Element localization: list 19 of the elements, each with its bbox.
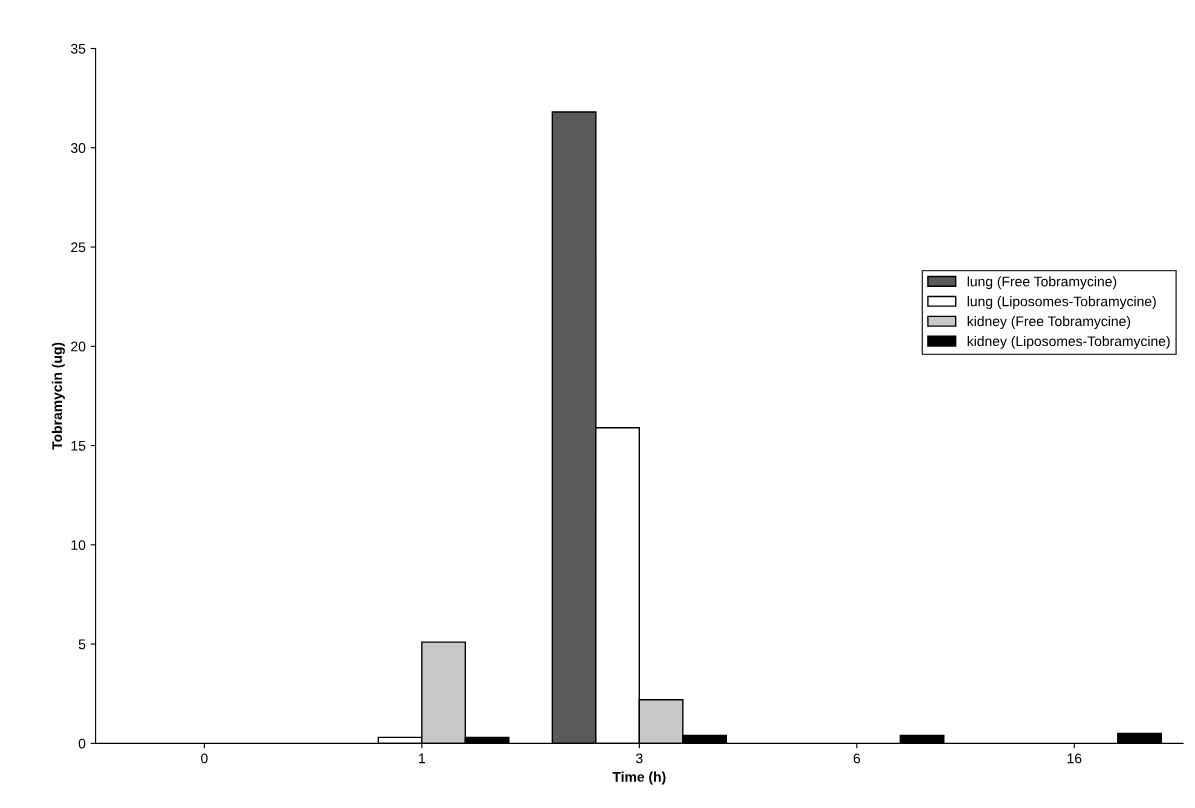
legend-label: kidney (Liposomes-Tobramycine): [967, 335, 1170, 349]
y-tick-label: 25: [71, 242, 86, 253]
y-tick-label: 5: [78, 639, 86, 650]
y-tick-label: 30: [70, 143, 86, 153]
y-tick-label: 20: [71, 341, 86, 352]
x-tick-label: 0: [201, 753, 208, 764]
x-axis-title: Time (h): [612, 771, 666, 785]
legend-label: lung (Liposomes-Tobramycine): [967, 296, 1156, 310]
x-tick-label: 1: [419, 753, 426, 764]
y-tick-label: 15: [71, 441, 86, 451]
legend-label: lung (Free Tobramycine): [967, 276, 1117, 290]
legend-label: kidney (Free Tobramycine): [967, 316, 1131, 329]
y-tick-label: 0: [78, 738, 86, 749]
y-tick-label: 10: [71, 540, 86, 550]
y-axis-title: Tobramycin (ug): [51, 342, 65, 450]
x-tick-label: 16: [1067, 753, 1082, 764]
y-tick-label: 35: [70, 43, 86, 54]
x-tick-label: 6: [853, 753, 861, 764]
x-tick-label: 3: [635, 753, 643, 764]
